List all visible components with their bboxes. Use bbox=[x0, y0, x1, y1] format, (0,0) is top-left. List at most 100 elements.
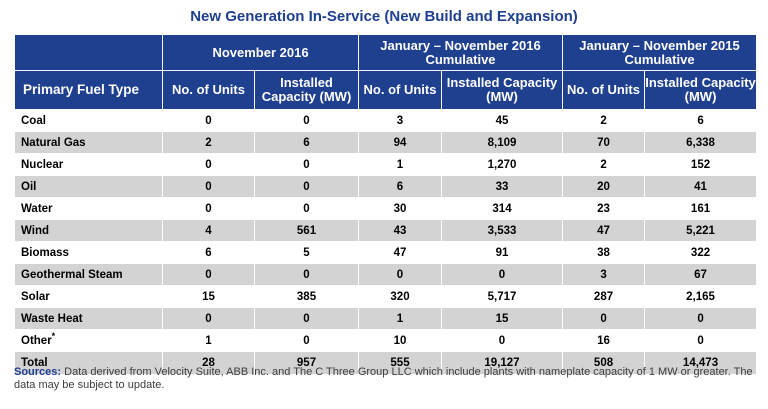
capacity-cell: 561 bbox=[254, 219, 359, 242]
units-cell: 4 bbox=[162, 219, 255, 242]
table-row: Wind 4 561 43 3,533 47 5,221 bbox=[14, 219, 758, 242]
table-row: Biomass 6 5 47 91 38 322 bbox=[14, 241, 758, 264]
capacity-cell: 8,109 bbox=[440, 131, 564, 154]
units-cell: 0 bbox=[162, 307, 255, 330]
fuel-type-label: Waste Heat bbox=[21, 312, 83, 325]
capacity-cell: 1,270 bbox=[440, 153, 564, 176]
capacity-header: Installed Capacity (MW) bbox=[644, 70, 758, 110]
units-cell: 10 bbox=[358, 329, 442, 352]
capacity-cell: 67 bbox=[644, 263, 758, 286]
units-cell: 94 bbox=[358, 131, 442, 154]
units-cell: 47 bbox=[358, 241, 442, 264]
header-blank bbox=[14, 34, 163, 71]
units-cell: 0 bbox=[162, 175, 255, 198]
fuel-type-cell: Solar bbox=[14, 285, 163, 308]
capacity-cell: 3,533 bbox=[440, 219, 564, 242]
units-cell: 16 bbox=[562, 329, 646, 352]
fuel-type-cell: Biomass bbox=[14, 241, 163, 264]
capacity-cell: 0 bbox=[254, 307, 359, 330]
fuel-type-cell: Wind bbox=[14, 219, 163, 242]
units-cell: 2 bbox=[162, 131, 255, 154]
fuel-type-label: Coal bbox=[21, 114, 46, 127]
table-row: Coal 0 0 3 45 2 6 bbox=[14, 109, 758, 132]
fuel-type-cell: Waste Heat bbox=[14, 307, 163, 330]
group-header-2015-cumulative: January – November 2015 Cumulative bbox=[562, 34, 758, 71]
units-cell: 15 bbox=[162, 285, 255, 308]
fuel-type-cell: Other* bbox=[14, 329, 163, 352]
capacity-cell: 0 bbox=[644, 329, 758, 352]
units-cell: 2 bbox=[562, 109, 646, 132]
capacity-cell: 322 bbox=[644, 241, 758, 264]
capacity-cell: 41 bbox=[644, 175, 758, 198]
fuel-type-label: Total bbox=[21, 357, 48, 369]
fuel-type-label: Natural Gas bbox=[21, 136, 86, 149]
capacity-cell: 385 bbox=[254, 285, 359, 308]
sources-label: Sources: bbox=[14, 366, 62, 378]
group-header-november-2016: November 2016 bbox=[162, 34, 359, 71]
table-row: Oil 0 0 6 33 20 41 bbox=[14, 175, 758, 198]
fuel-type-label: Other bbox=[21, 334, 52, 347]
fuel-type-cell: Oil bbox=[14, 175, 163, 198]
units-cell: 0 bbox=[162, 263, 255, 286]
units-header: No. of Units bbox=[358, 70, 442, 110]
units-cell: 0 bbox=[358, 263, 442, 286]
capacity-cell: 5 bbox=[254, 241, 359, 264]
capacity-cell: 45 bbox=[440, 109, 564, 132]
units-cell: 1 bbox=[358, 153, 442, 176]
fuel-type-cell: Coal bbox=[14, 109, 163, 132]
units-cell: 0 bbox=[162, 109, 255, 132]
fuel-type-label: Biomass bbox=[21, 246, 69, 259]
fuel-type-cell: Geothermal Steam bbox=[14, 263, 163, 286]
fuel-type-cell: Natural Gas bbox=[14, 131, 163, 154]
units-cell: 320 bbox=[358, 285, 442, 308]
fuel-type-cell: Total bbox=[14, 351, 163, 375]
units-cell: 0 bbox=[162, 197, 255, 220]
footnote-mark: * bbox=[51, 330, 56, 341]
units-cell: 0 bbox=[562, 307, 646, 330]
fuel-type-label: Nuclear bbox=[21, 158, 64, 171]
units-cell: 30 bbox=[358, 197, 442, 220]
capacity-cell: 0 bbox=[254, 329, 359, 352]
capacity-cell: 91 bbox=[440, 241, 564, 264]
capacity-cell: 6 bbox=[254, 131, 359, 154]
total-row: Total 28 957 555 19,127 508 14,473 bbox=[14, 351, 758, 375]
capacity-cell: 0 bbox=[440, 329, 564, 352]
units-header: No. of Units bbox=[562, 70, 646, 110]
units-cell: 6 bbox=[162, 241, 255, 264]
fuel-type-label: Solar bbox=[21, 290, 50, 303]
units-cell: 47 bbox=[562, 219, 646, 242]
capacity-cell: 6 bbox=[644, 109, 758, 132]
fuel-type-cell: Nuclear bbox=[14, 153, 163, 176]
units-cell: 1 bbox=[358, 307, 442, 330]
generation-table: November 2016 January – November 2016 Cu… bbox=[14, 34, 758, 375]
fuel-type-label: Geothermal Steam bbox=[21, 268, 123, 281]
units-cell: 38 bbox=[562, 241, 646, 264]
units-cell: 43 bbox=[358, 219, 442, 242]
capacity-cell: 0 bbox=[254, 109, 359, 132]
units-cell: 287 bbox=[562, 285, 646, 308]
capacity-cell: 5,221 bbox=[644, 219, 758, 242]
capacity-cell: 5,717 bbox=[440, 285, 564, 308]
units-cell: 23 bbox=[562, 197, 646, 220]
table-row: Solar 15 385 320 5,717 287 2,165 bbox=[14, 285, 758, 308]
table-row: Waste Heat 0 0 1 15 0 0 bbox=[14, 307, 758, 330]
capacity-cell: 0 bbox=[644, 307, 758, 330]
capacity-cell: 14,473 bbox=[644, 351, 758, 375]
table-row: Water 0 0 30 314 23 161 bbox=[14, 197, 758, 220]
table-row: Natural Gas 2 6 94 8,109 70 6,338 bbox=[14, 131, 758, 154]
capacity-cell: 161 bbox=[644, 197, 758, 220]
units-cell: 70 bbox=[562, 131, 646, 154]
capacity-cell: 0 bbox=[254, 175, 359, 198]
units-cell: 1 bbox=[162, 329, 255, 352]
capacity-cell: 15 bbox=[440, 307, 564, 330]
table-row: Geothermal Steam 0 0 0 0 3 67 bbox=[14, 263, 758, 286]
capacity-cell: 2,165 bbox=[644, 285, 758, 308]
sources-note: Sources: Data derived from Velocity Suit… bbox=[14, 366, 754, 392]
units-cell: 2 bbox=[562, 153, 646, 176]
sources-text: Data derived from Velocity Suite, ABB In… bbox=[14, 366, 753, 391]
capacity-cell: 33 bbox=[440, 175, 564, 198]
units-cell: 3 bbox=[562, 263, 646, 286]
units-cell: 508 bbox=[562, 351, 646, 375]
units-cell: 20 bbox=[562, 175, 646, 198]
